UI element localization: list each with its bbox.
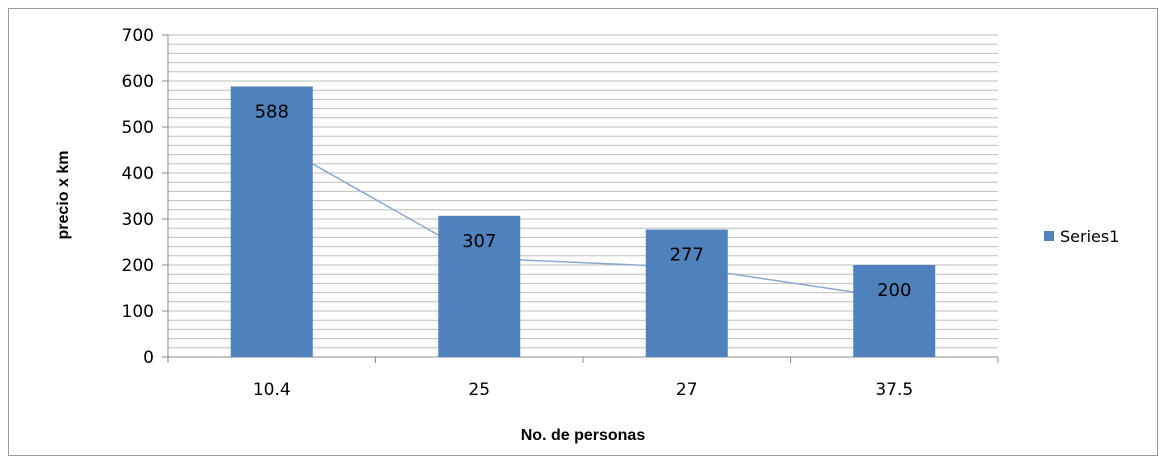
x-tick-label: 27 <box>676 380 698 400</box>
y-axis-title: precio x km <box>55 151 72 240</box>
bar <box>438 215 521 357</box>
y-tick-label: 400 <box>122 164 154 184</box>
y-tick-label: 600 <box>122 72 154 92</box>
chart-frame <box>8 8 1158 456</box>
data-label: 277 <box>670 245 704 266</box>
legend-label: Series1 <box>1060 227 1119 246</box>
x-tick-label: 37.5 <box>875 380 913 400</box>
bar <box>645 229 728 357</box>
data-label: 588 <box>255 102 289 123</box>
trend-line <box>271 140 895 299</box>
x-tick-label: 25 <box>468 380 490 400</box>
bars <box>230 86 936 358</box>
bar <box>230 86 313 358</box>
y-tick-label: 200 <box>122 256 154 276</box>
x-tick-label: 10.4 <box>253 380 291 400</box>
legend-swatch <box>1044 231 1054 241</box>
y-tick-label: 100 <box>122 302 154 322</box>
legend: Series1 <box>1044 227 1119 246</box>
y-tick-label: 300 <box>122 210 154 230</box>
y-tick-label: 700 <box>122 26 154 46</box>
data-label: 307 <box>462 231 496 252</box>
trend-line-path <box>271 140 895 299</box>
tick-labels: 0 100 200 300 400 500 600 700 10.4 25 27 37.5 <box>122 26 914 400</box>
y-tick-label: 0 <box>143 348 154 368</box>
bar <box>853 265 936 357</box>
x-axis-title: No. de personas <box>521 427 646 444</box>
y-tick-label: 500 <box>122 118 154 138</box>
data-label: 200 <box>877 280 911 301</box>
data-labels: 588 307 277 200 <box>255 102 912 301</box>
